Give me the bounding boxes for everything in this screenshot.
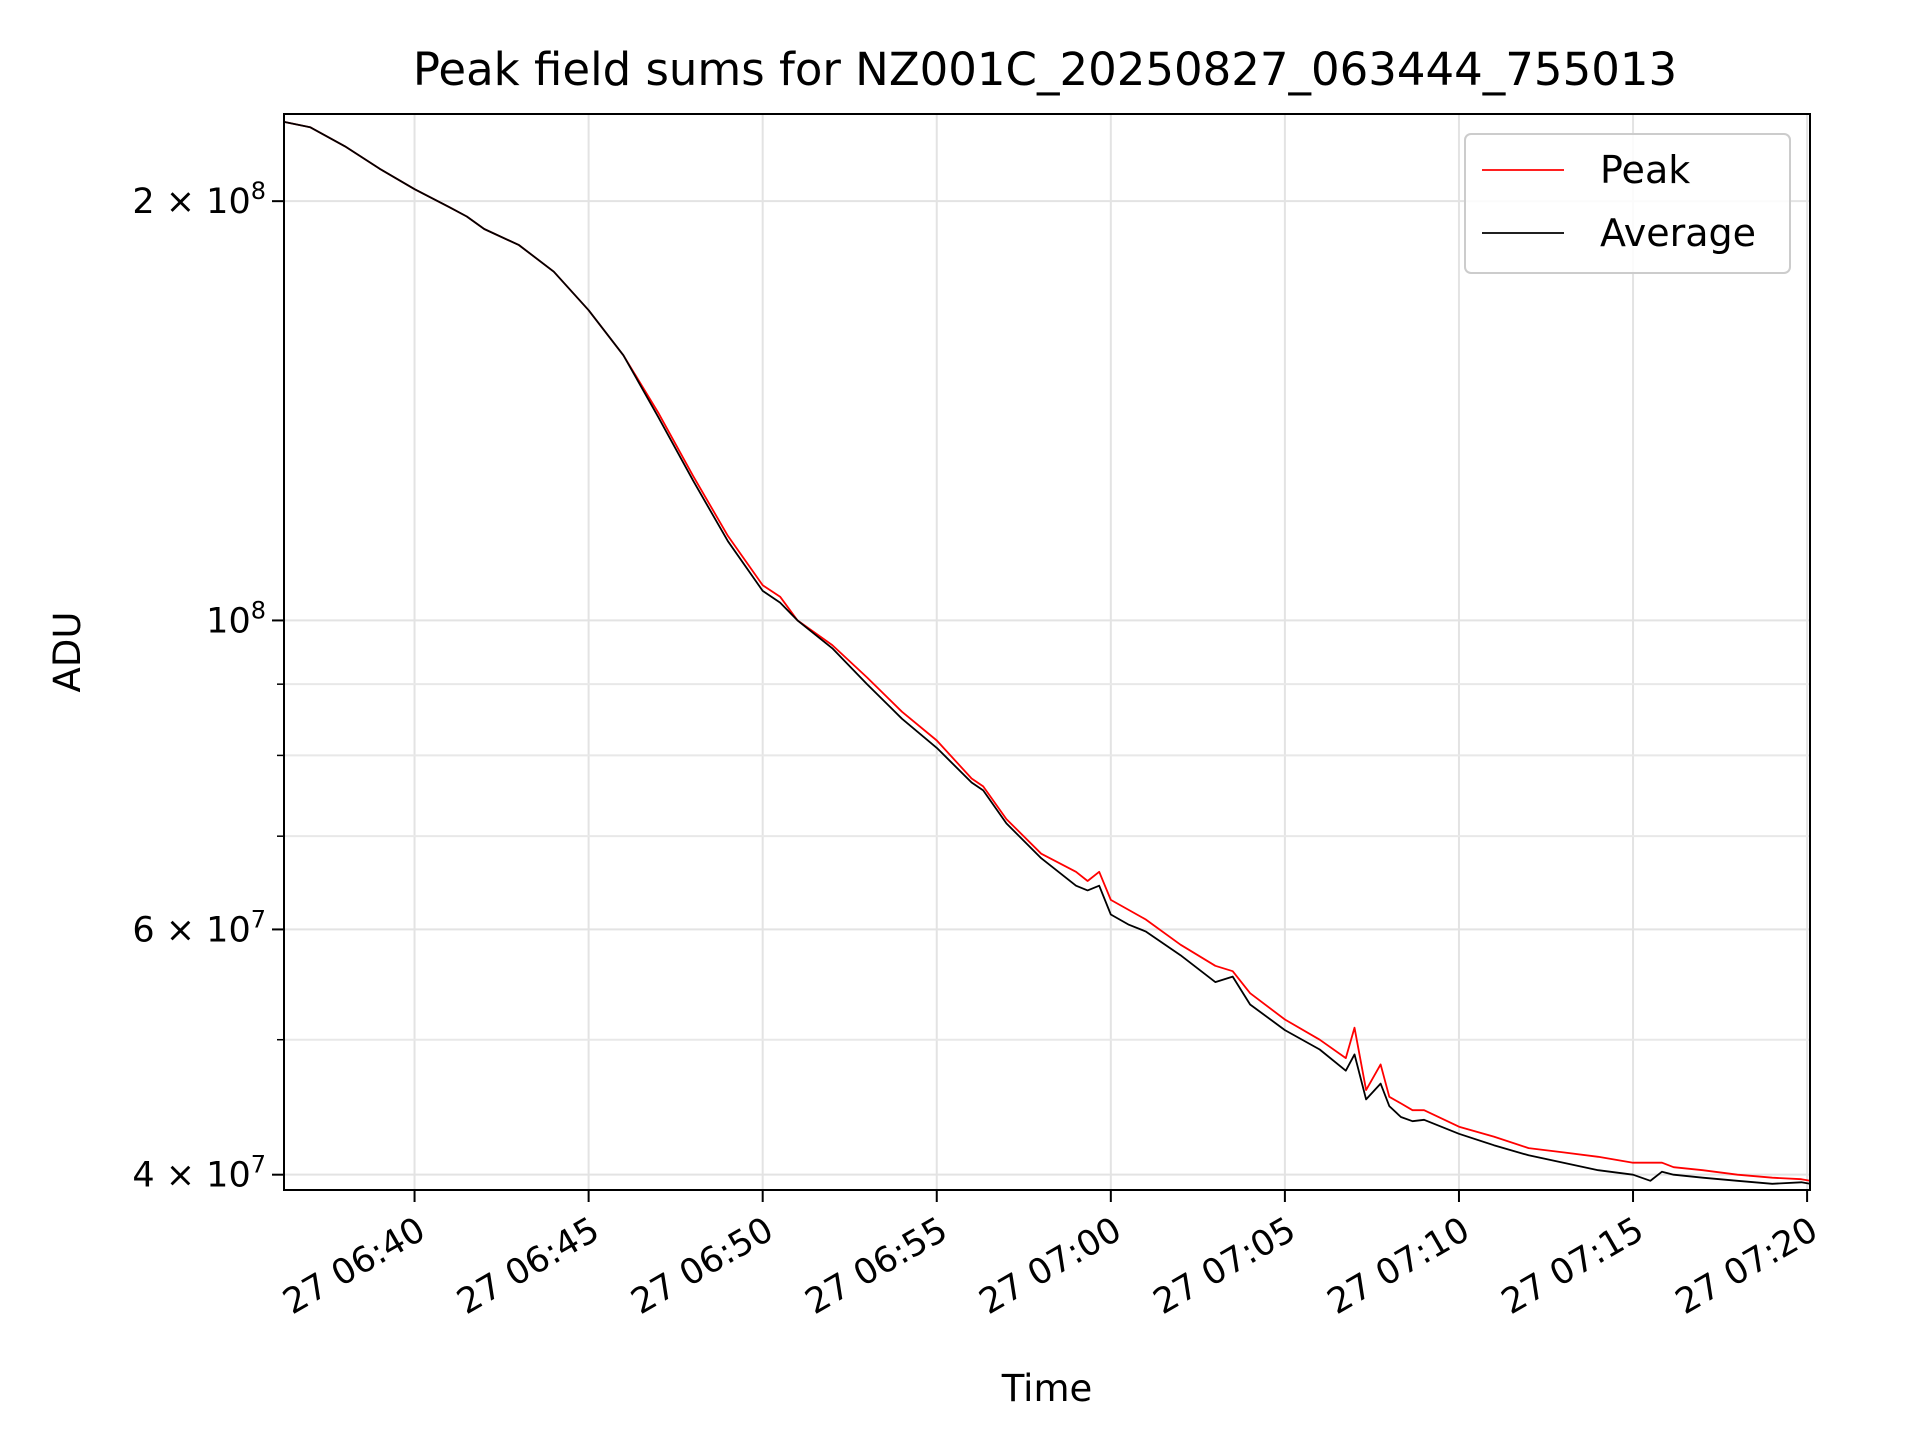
legend: Peak Average — [1464, 133, 1791, 274]
y-tick-label: 108 — [206, 596, 266, 641]
series-layer — [283, 121, 1811, 1185]
grid — [284, 114, 1810, 1190]
y-tick-label: 4 × 107 — [132, 1151, 266, 1196]
x-axis-label: Time — [1001, 1367, 1093, 1410]
y-tick-label: 6 × 107 — [132, 905, 266, 950]
legend-label-peak: Peak — [1600, 148, 1690, 192]
y-axis: 4 × 107 6 × 107 108 2 × 108 — [132, 177, 284, 1196]
y-axis-label: ADU — [46, 612, 89, 693]
plot-frame — [283, 113, 1811, 1191]
chart-title: Peak field sums for NZ001C_20250827_0634… — [413, 43, 1677, 96]
series-line-average — [283, 121, 1811, 1185]
legend-label-average: Average — [1600, 211, 1756, 255]
legend-box — [1464, 133, 1791, 274]
y-tick-label: 2 × 108 — [132, 177, 266, 222]
